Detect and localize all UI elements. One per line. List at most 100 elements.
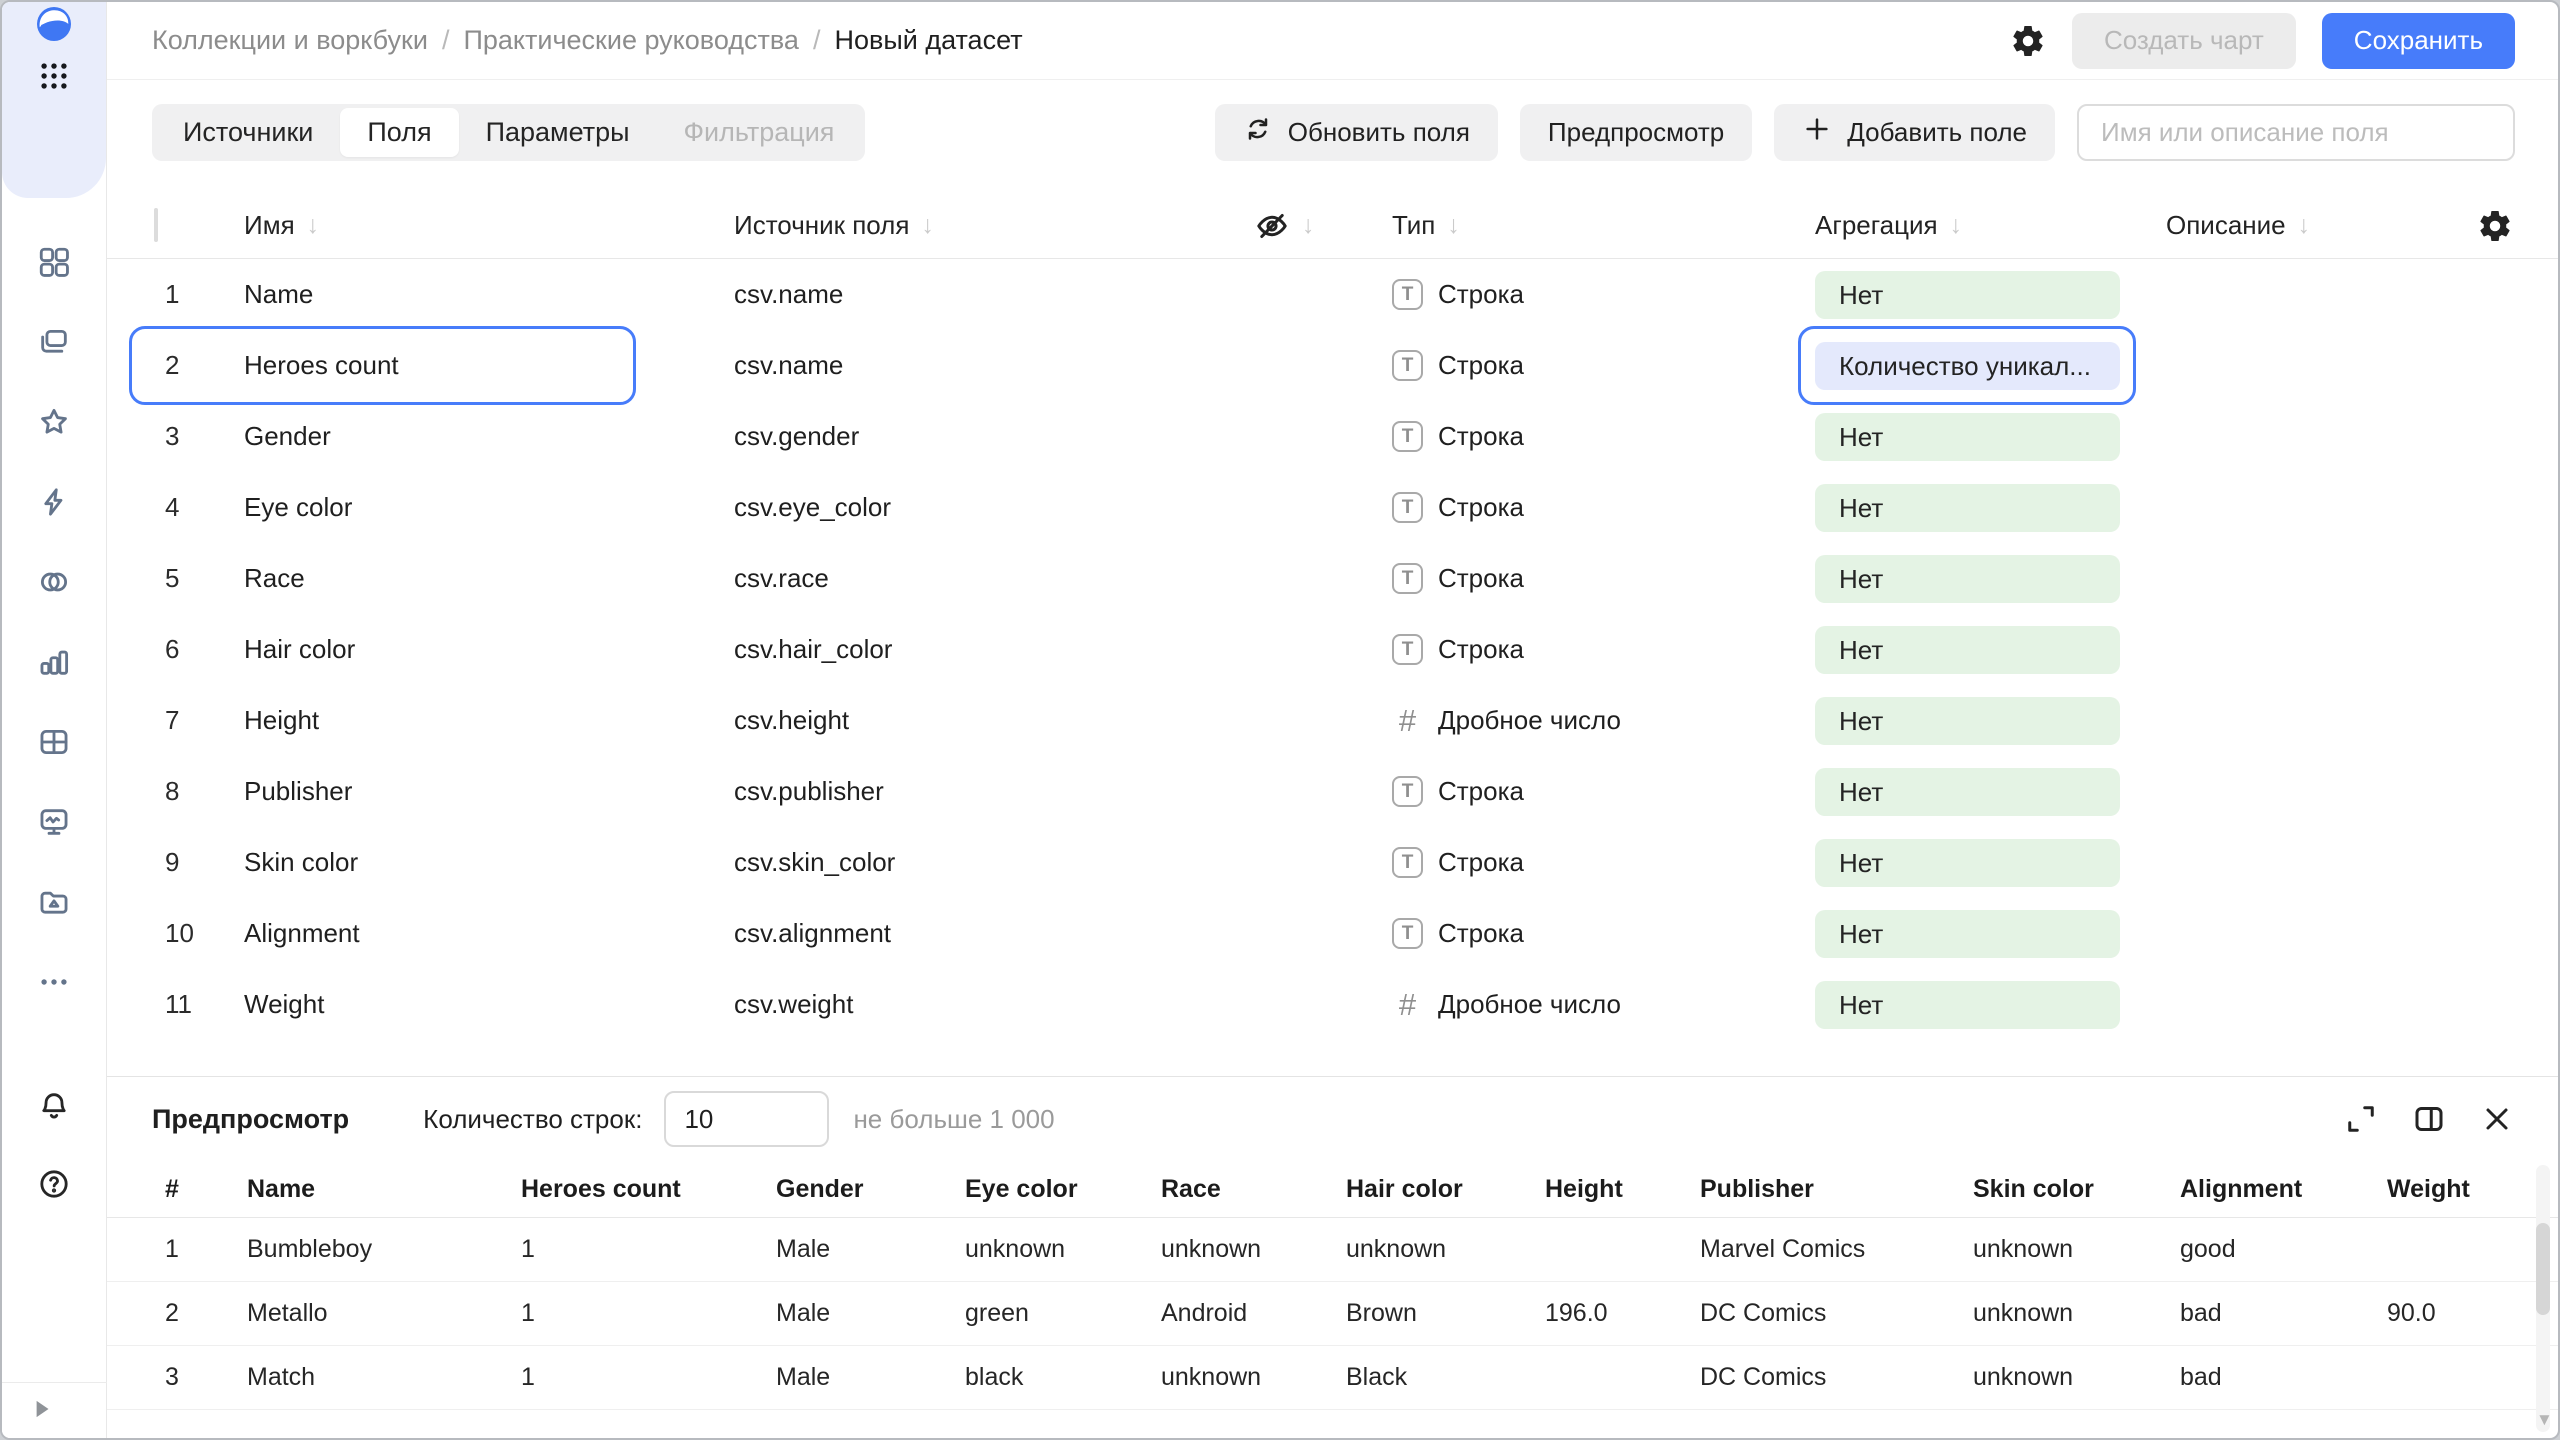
sidebar-item-storage-icon[interactable] <box>37 885 71 919</box>
field-name[interactable]: Name <box>244 279 314 309</box>
field-row[interactable]: 10 Alignment csv.alignment T Строка Нет <box>107 898 2558 969</box>
field-type[interactable]: T Строка <box>1392 918 1815 949</box>
field-source[interactable]: csv.height <box>734 705 850 735</box>
field-search-input[interactable] <box>2077 104 2515 161</box>
field-name[interactable]: Skin color <box>244 847 359 877</box>
column-header-name[interactable]: Имя ↓ <box>244 210 320 240</box>
field-name[interactable]: Eye color <box>244 492 353 522</box>
aggregation-select[interactable]: Нет <box>1815 625 2120 674</box>
tab-источники[interactable]: Источники <box>183 117 314 147</box>
scrollbar-thumb[interactable] <box>2536 1223 2550 1315</box>
sidebar-item-favorites-icon[interactable] <box>37 405 71 439</box>
sidebar-item-connections-icon[interactable] <box>37 565 71 599</box>
field-source[interactable]: csv.skin_color <box>734 847 896 877</box>
scrollbar-down-arrow[interactable]: ▼ <box>2536 1410 2553 1429</box>
tab-параметры[interactable]: Параметры <box>485 117 630 147</box>
breadcrumb-item[interactable]: Коллекции и воркбуки <box>152 25 428 55</box>
field-type[interactable]: T Строка <box>1392 492 1815 523</box>
field-name[interactable]: Race <box>244 563 305 593</box>
sidebar-expand-button[interactable] <box>2 1383 106 1438</box>
refresh-fields-button[interactable]: Обновить поля <box>1214 104 1498 161</box>
settings-icon[interactable] <box>37 1245 71 1279</box>
field-type[interactable]: T Строка <box>1392 279 1815 310</box>
field-source[interactable]: csv.publisher <box>734 776 884 806</box>
help-icon[interactable] <box>37 1167 71 1201</box>
plus-icon <box>1802 114 1832 151</box>
field-row[interactable]: 8 Publisher csv.publisher T Строка Нет <box>107 756 2558 827</box>
field-name[interactable]: Hair color <box>244 634 356 664</box>
field-row[interactable]: 6 Hair color csv.hair_color T Строка Нет <box>107 614 2558 685</box>
sidebar-item-charts-icon[interactable] <box>37 645 71 679</box>
field-row[interactable]: 4 Eye color csv.eye_color T Строка Нет <box>107 472 2558 543</box>
field-source[interactable]: csv.hair_color <box>734 634 893 664</box>
aggregation-select[interactable]: Нет <box>1815 696 2120 745</box>
field-name[interactable]: Heroes count <box>244 350 399 380</box>
close-preview-icon[interactable] <box>2479 1101 2515 1137</box>
column-header-description[interactable]: Описание ↓ <box>2166 210 2311 240</box>
column-header-source[interactable]: Источник поля ↓ <box>734 210 934 240</box>
field-source[interactable]: csv.eye_color <box>734 492 892 522</box>
field-name[interactable]: Publisher <box>244 776 353 806</box>
field-name[interactable]: Alignment <box>244 918 360 948</box>
add-field-button[interactable]: Добавить поле <box>1774 104 2055 161</box>
aggregation-select[interactable]: Нет <box>1815 412 2120 461</box>
field-source[interactable]: csv.name <box>734 350 844 380</box>
field-source[interactable]: csv.gender <box>734 421 860 451</box>
breadcrumb-item[interactable]: Практические руководства <box>463 25 799 55</box>
aggregation-select[interactable]: Нет <box>1815 767 2120 816</box>
sidebar-item-quick-actions-icon[interactable] <box>37 485 71 519</box>
apps-grid-icon[interactable] <box>37 59 71 93</box>
dataset-settings-gear-icon[interactable] <box>2010 23 2046 59</box>
field-row[interactable]: 5 Race csv.race T Строка Нет <box>107 543 2558 614</box>
column-header-aggregation[interactable]: Агрегация ↓ <box>1815 210 1963 240</box>
column-header-hidden[interactable]: ↓ <box>1254 208 1392 244</box>
sidebar-item-collections-icon[interactable] <box>37 245 71 279</box>
sidebar-item-dashboards-icon[interactable] <box>37 805 71 839</box>
preview-scrollbar[interactable]: ▼ <box>2536 1165 2553 1432</box>
field-type[interactable]: # Дробное число <box>1392 703 1815 739</box>
aggregation-select[interactable]: Нет <box>1815 980 2120 1029</box>
field-name[interactable]: Gender <box>244 421 331 451</box>
field-row[interactable]: 7 Height csv.height # Дробное число Нет <box>107 685 2558 756</box>
field-type[interactable]: T Строка <box>1392 350 1815 381</box>
field-row[interactable]: 2 Heroes count csv.name T Строка Количество у… <box>107 326 2558 405</box>
field-source[interactable]: csv.race <box>734 563 829 593</box>
expand-preview-icon[interactable] <box>2343 1101 2379 1137</box>
field-type[interactable]: T Строка <box>1392 421 1815 452</box>
field-source[interactable]: csv.weight <box>734 989 854 1019</box>
aggregation-select[interactable]: Нет <box>1815 838 2120 887</box>
field-type[interactable]: # Дробное число <box>1392 987 1815 1023</box>
preview-toggle-button[interactable]: Предпросмотр <box>1519 104 1753 161</box>
aggregation-select[interactable]: Нет <box>1815 554 2120 603</box>
notifications-icon[interactable] <box>37 1089 71 1123</box>
table-settings-gear-icon[interactable] <box>2477 208 2513 244</box>
dock-preview-icon[interactable] <box>2411 1101 2447 1137</box>
tab-поля[interactable]: Поля <box>340 108 459 157</box>
preview-cell: unknown <box>1346 1235 1447 1263</box>
save-button[interactable]: Сохранить <box>2321 12 2515 69</box>
field-type[interactable]: T Строка <box>1392 563 1815 594</box>
field-row[interactable]: 1 Name csv.name T Строка Нет <box>107 259 2558 330</box>
string-type-icon: T <box>1392 492 1423 523</box>
column-header-type[interactable]: Тип ↓ <box>1392 210 1460 240</box>
row-count-input[interactable] <box>664 1091 830 1147</box>
field-type[interactable]: T Строка <box>1392 634 1815 665</box>
field-row[interactable]: 9 Skin color csv.skin_color T Строка Нет <box>107 827 2558 898</box>
datalens-logo-icon[interactable] <box>37 7 71 41</box>
field-row[interactable]: 11 Weight csv.weight # Дробное число Нет <box>107 969 2558 1040</box>
field-name[interactable]: Weight <box>244 989 325 1019</box>
sidebar-item-workbooks-icon[interactable] <box>37 325 71 359</box>
aggregation-select[interactable]: Количество уникал... <box>1815 341 2120 390</box>
aggregation-select[interactable]: Нет <box>1815 483 2120 532</box>
field-row[interactable]: 3 Gender csv.gender T Строка Нет <box>107 401 2558 472</box>
field-source[interactable]: csv.name <box>734 279 844 309</box>
select-all-checkbox[interactable] <box>154 208 158 242</box>
field-type[interactable]: T Строка <box>1392 776 1815 807</box>
field-type[interactable]: T Строка <box>1392 847 1815 878</box>
sidebar-item-datasets-icon[interactable] <box>37 725 71 759</box>
sidebar-item-more-icon[interactable] <box>37 965 71 999</box>
field-source[interactable]: csv.alignment <box>734 918 892 948</box>
aggregation-select[interactable]: Нет <box>1815 270 2120 319</box>
field-name[interactable]: Height <box>244 705 320 735</box>
aggregation-select[interactable]: Нет <box>1815 909 2120 958</box>
